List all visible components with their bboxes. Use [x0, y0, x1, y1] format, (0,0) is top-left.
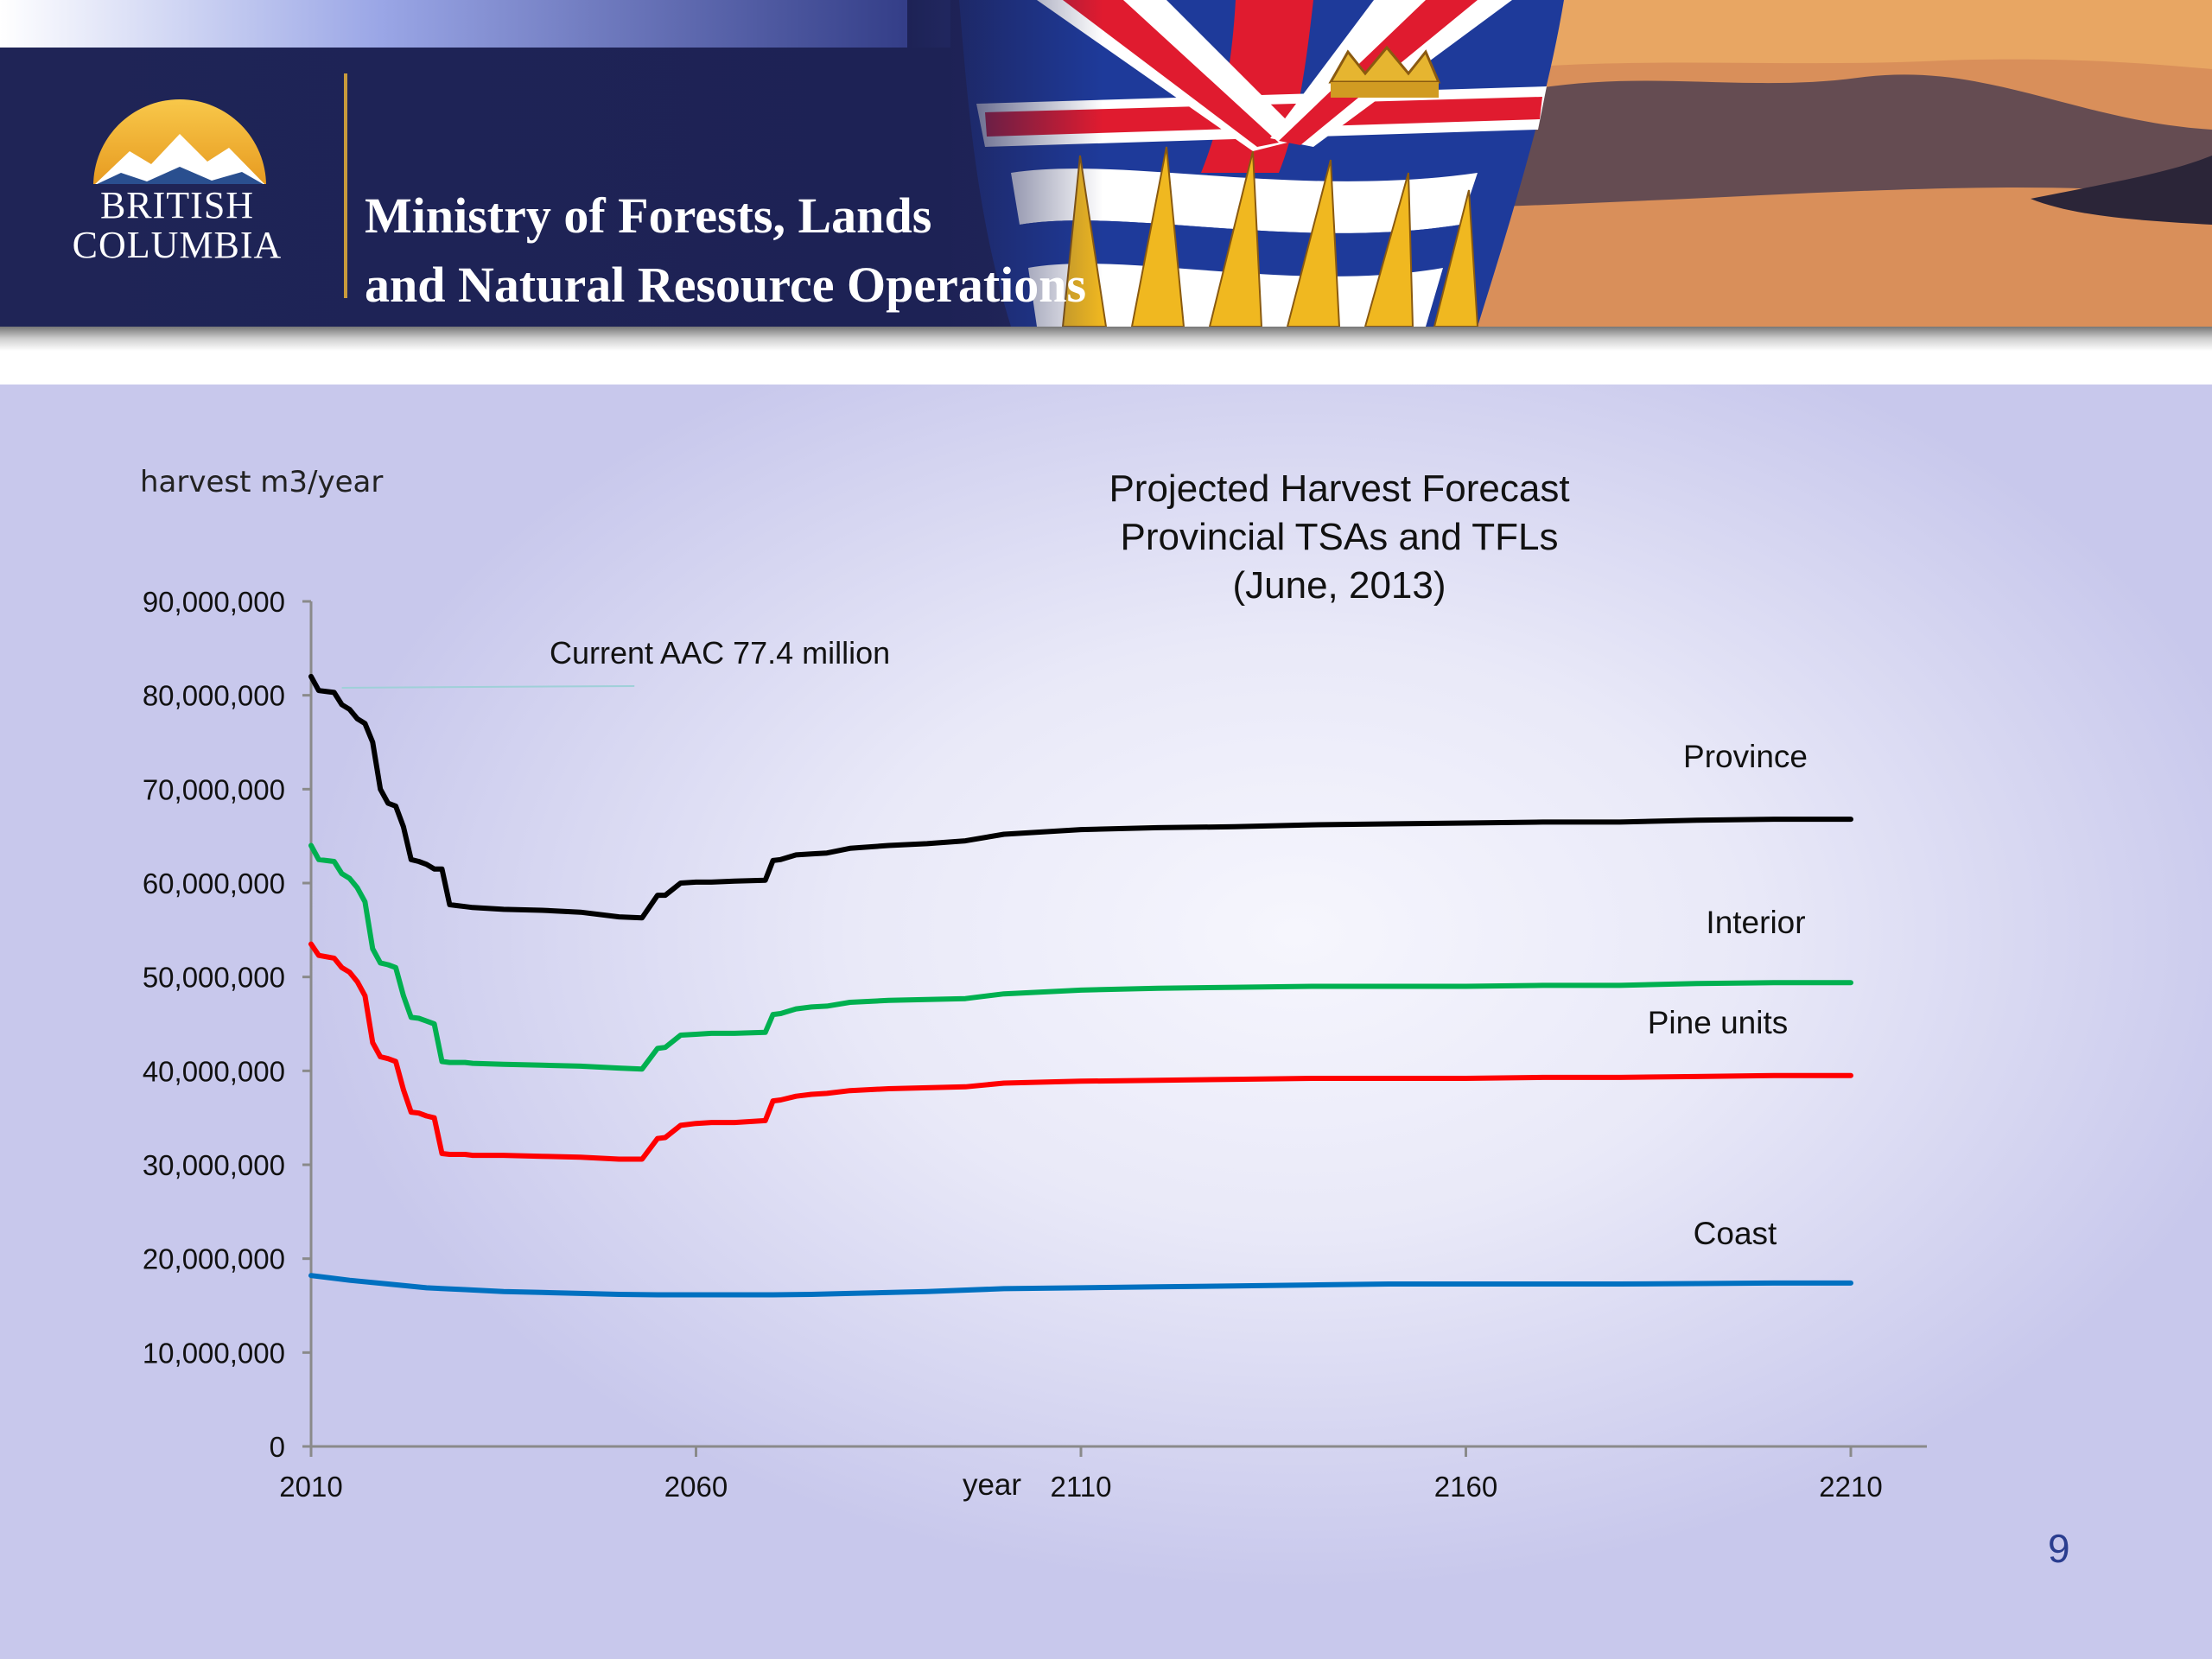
bc-logo-text: BRITISH COLUMBIA — [60, 186, 294, 265]
bc-flag-icon — [907, 0, 2212, 327]
series-line-interior — [308, 842, 1853, 1072]
chart-title: Projected Harvest Forecast Provincial TS… — [994, 465, 1685, 610]
y-tick-label: 10,000,000 — [143, 1337, 285, 1369]
chart-series-labels: Province Interior Pine units Coast — [1648, 739, 1808, 1251]
ministry-title: Ministry of Forests, Lands and Natural R… — [365, 181, 1086, 320]
y-tick-label: 60,000,000 — [143, 868, 285, 899]
series-line-province — [308, 673, 1853, 921]
x-tick-label: 2160 — [1434, 1471, 1497, 1503]
banner-divider — [344, 73, 347, 298]
aac-annotation-label: Current AAC 77.4 million — [550, 635, 890, 671]
banner-shadow — [0, 327, 2212, 351]
series-label-province: Province — [1683, 739, 1808, 774]
chart-title-line1: Projected Harvest Forecast — [1109, 467, 1570, 510]
x-axis-label: year — [963, 1468, 1021, 1502]
y-tick-label: 50,000,000 — [143, 962, 285, 994]
chart-title-line3: (June, 2013) — [1232, 564, 1446, 607]
aac-reference-line — [341, 684, 635, 689]
x-tick-label: 2060 — [664, 1471, 728, 1503]
y-tick-label: 80,000,000 — [143, 680, 285, 712]
y-tick-label: 70,000,000 — [143, 773, 285, 805]
banner: BRITISH COLUMBIA Ministry of Forests, La… — [0, 0, 2212, 385]
series-line-coast — [308, 1273, 1853, 1298]
x-tick-label: 2110 — [1051, 1471, 1112, 1503]
y-tick-label: 20,000,000 — [143, 1243, 285, 1275]
chart-series — [308, 673, 1853, 1298]
banner-top-strip — [0, 0, 950, 48]
y-tick-label: 40,000,000 — [143, 1055, 285, 1087]
chart-axes: 0 10,000,000 20,000,000 30,000,000 40,000,00… — [143, 586, 1927, 1503]
chart-title-line2: Provincial TSAs and TFLs — [1120, 516, 1559, 558]
series-label-coast: Coast — [1694, 1216, 1777, 1251]
bc-logo-line2: COLUMBIA — [72, 224, 283, 266]
series-line-pine-units — [308, 941, 1853, 1162]
banner-background: BRITISH COLUMBIA Ministry of Forests, La… — [0, 0, 2212, 327]
series-label-pine-units: Pine units — [1648, 1005, 1789, 1040]
y-tick-label: 90,000,000 — [143, 586, 285, 618]
ministry-title-line2: and Natural Resource Operations — [365, 257, 1087, 313]
page-number: 9 — [2048, 1526, 2070, 1571]
y-axis-label: harvest m3/year — [140, 465, 384, 499]
ministry-title-line1: Ministry of Forests, Lands — [365, 188, 932, 244]
bc-sun-logo-icon — [93, 99, 266, 189]
y-tick-label: 30,000,000 — [143, 1149, 285, 1181]
x-tick-label: 2210 — [1819, 1471, 1882, 1503]
bc-logo-line1: BRITISH — [99, 184, 255, 226]
chart-annotation: Current AAC 77.4 million — [341, 635, 890, 689]
series-label-interior: Interior — [1706, 905, 1805, 940]
y-tick-label: 0 — [270, 1431, 285, 1463]
x-tick-label: 2010 — [279, 1471, 342, 1503]
